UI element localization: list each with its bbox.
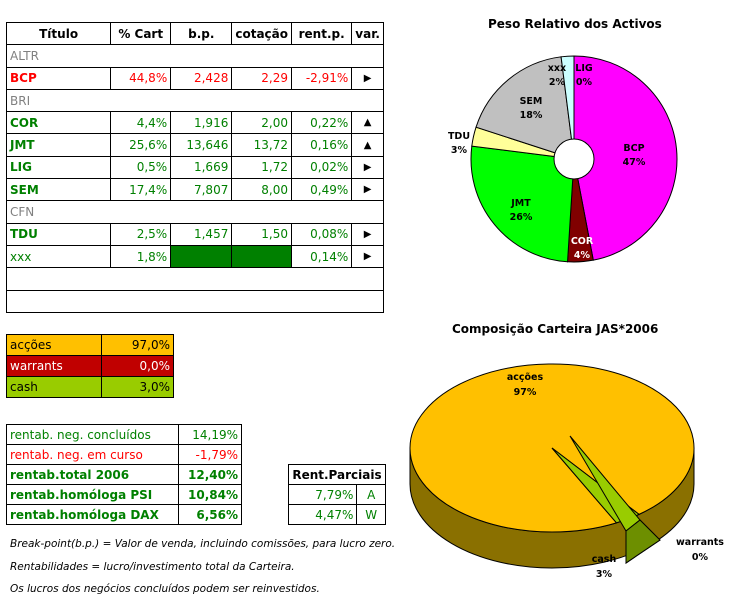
cell-ticker: JMT xyxy=(5,133,112,157)
pie-slice-bcp xyxy=(573,55,678,261)
pie3d-slice-cash-front xyxy=(625,519,661,564)
cell-bp: 1,916 xyxy=(170,111,233,135)
pie-label-tdu: TDU 3% xyxy=(448,131,470,156)
var-cell: ▶ xyxy=(351,155,384,180)
triangle-up-icon: ▲ xyxy=(363,139,372,151)
cell-bp: 2,428 xyxy=(170,66,233,90)
partial-value: 7,79% xyxy=(287,484,358,505)
chart-title-composition: Composição Carteira JAS*2006 xyxy=(452,322,659,336)
pie-label-sem: SEM 18% xyxy=(520,96,543,121)
pie-slice-jmt xyxy=(470,145,575,263)
pie-label-cor: COR 4% xyxy=(571,236,594,261)
returns-table: rentab. neg. concluídos 14,19% rentab. neg… xyxy=(5,424,242,525)
cell-pct: 2,5% xyxy=(110,222,172,246)
allocation-row: cash 3,0% xyxy=(5,376,174,398)
cell-pct: 1,8% xyxy=(110,244,172,269)
pie-label-bcp: BCP 47% xyxy=(623,143,646,168)
returns-value: 14,19% xyxy=(178,424,242,445)
table-header-row: Título% Cart b.p. cotação rent.p. var. xyxy=(5,21,384,46)
table-row: BCP 44,8% 2,428 2,29 -2,91% ▶ xyxy=(5,66,384,90)
pie-label-xxx: xxx 2% xyxy=(548,63,566,88)
cell-bp: 13,646 xyxy=(170,133,233,157)
returns-label: rentab.homóloga DAX xyxy=(5,504,180,525)
note-lucros: Os lucros dos negócios concluídos podem … xyxy=(10,583,320,595)
returns-row: rentab.total 2006 12,40% xyxy=(5,464,242,485)
note-rentabilidades: Rentabilidades = lucro/investimento tota… xyxy=(10,561,295,573)
cell-rent: 0,49% xyxy=(290,178,353,202)
cell-rent: 0,02% xyxy=(290,155,353,180)
table-row: TDU 2,5% 1,457 1,50 0,08% ▶ xyxy=(5,222,384,246)
cell-rent: 0,08% xyxy=(290,222,353,246)
cell-bp xyxy=(170,244,233,269)
allocation-row: acções 97,0% xyxy=(5,334,174,356)
allocation-label: cash xyxy=(5,376,103,398)
table-row: JMT 25,6% 13,646 13,72 0,16% ▲ xyxy=(5,133,384,157)
triangle-up-icon: ▲ xyxy=(363,117,372,129)
partial-header-row: Rent.Parciais xyxy=(288,464,386,485)
empty-row xyxy=(6,289,384,313)
returns-label: rentab.homóloga PSI xyxy=(5,484,180,505)
cell-pct: 4,4% xyxy=(110,111,172,135)
cell-cot: 13,72 xyxy=(231,133,292,157)
portfolio-table: Título% Cart b.p. cotação rent.p. var. ALTR B… xyxy=(5,21,384,313)
cell-ticker: xxx xyxy=(5,244,112,269)
partial-row: 4,47% W xyxy=(287,504,386,525)
donut-hole xyxy=(553,138,595,180)
allocation-value: 3,0% xyxy=(101,376,174,398)
triangle-right-icon: ▶ xyxy=(363,251,372,263)
triangle-right-icon: ▶ xyxy=(363,184,372,196)
triangle-right-icon: ▶ xyxy=(363,161,372,173)
partial-header: Rent.Parciais xyxy=(288,464,386,485)
column-header: rent.p. xyxy=(290,21,353,46)
triangle-right-icon: ▶ xyxy=(363,72,372,84)
cell-cot: 8,00 xyxy=(231,178,292,202)
table-row: LIG 0,5% 1,669 1,72 0,02% ▶ xyxy=(5,155,384,180)
chart-title-assets: Peso Relativo dos Activos xyxy=(488,17,662,31)
column-header: var. xyxy=(351,21,384,46)
partial-row: 7,79% A xyxy=(287,484,386,505)
table-row: SEM 17,4% 7,807 8,00 0,49% ▶ xyxy=(5,178,384,202)
cell-bp: 1,669 xyxy=(170,155,233,180)
partial-value: 4,47% xyxy=(287,504,358,525)
cell-rent: 0,16% xyxy=(290,133,353,157)
returns-row: rentab.homóloga PSI 10,84% xyxy=(5,484,242,505)
pie-slice-sem xyxy=(475,56,575,160)
table-row xyxy=(6,289,384,313)
allocation-table: acções 97,0% warrants 0,0% cash 3,0% xyxy=(5,334,174,398)
pie3d-label-warrants: warrants 0% xyxy=(676,537,724,563)
pie-label-jmt: JMT 26% xyxy=(510,198,533,223)
triangle-right-icon: ▶ xyxy=(363,228,372,240)
cell-cot xyxy=(231,244,292,269)
cell-cot: 1,72 xyxy=(231,155,292,180)
allocation-label: acções xyxy=(5,334,103,356)
cell-cot: 2,00 xyxy=(231,111,292,135)
pie3d-label-cash: cash 3% xyxy=(592,554,617,580)
table-row: xxx 1,8% 0,14% ▶ xyxy=(5,244,384,269)
note-break-point: Break-point(b.p.) = Valor de venda, incl… xyxy=(10,538,396,550)
pie3d-label-acções: acções 97% xyxy=(507,372,544,398)
partial-returns-table: Rent.Parciais 7,79% A 4,47% W xyxy=(287,464,386,525)
returns-value: 6,56% xyxy=(178,504,242,525)
pie-label-lig: LIG 0% xyxy=(575,63,593,88)
returns-row: rentab.homóloga DAX 6,56% xyxy=(5,504,242,525)
returns-value: 10,84% xyxy=(178,484,242,505)
partial-index: W xyxy=(356,504,386,525)
